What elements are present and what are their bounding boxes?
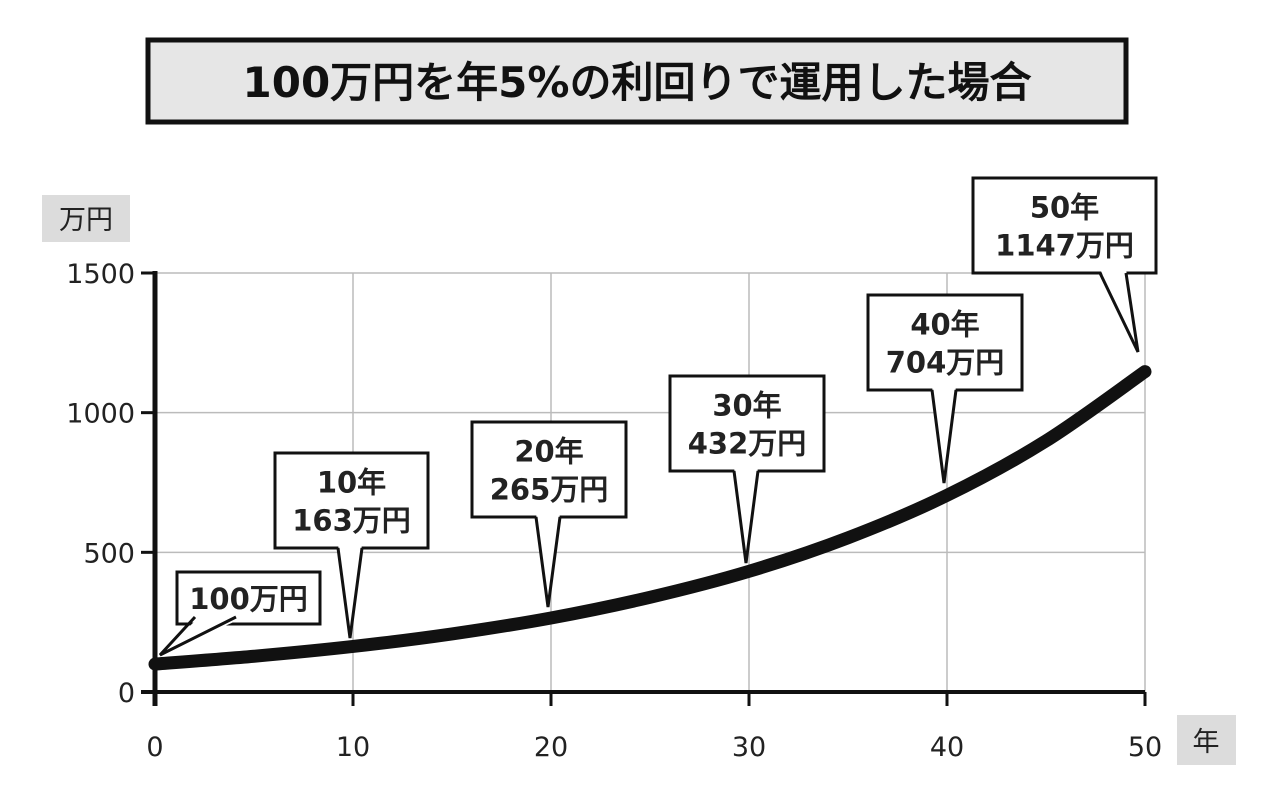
callout: 100万円 [158, 570, 322, 657]
axes [141, 271, 1147, 706]
x-tick-label: 40 [930, 732, 964, 763]
callout-label: 100万円 [189, 582, 308, 616]
callout-label: 20年 [514, 435, 583, 469]
callout-box [971, 176, 1158, 275]
callout-pointer-fill [932, 386, 956, 483]
callout-pointer [1098, 272, 1140, 353]
callout-label: 50年 [1030, 191, 1099, 225]
callout: 50年 1147万円 [971, 176, 1158, 353]
callout-box [175, 570, 322, 626]
callout-label: 30年 [712, 389, 781, 423]
chart-title: 100万円を年5%の利回りで運用した場合 [243, 58, 1032, 107]
callout: 30年 432万円 [668, 374, 826, 564]
y-tick-label: 1000 [66, 399, 135, 430]
callout-label: 704万円 [886, 346, 1005, 380]
y-unit-label-box: 万円 [42, 195, 130, 242]
y-tick-label: 1500 [66, 259, 135, 290]
callout: 40年 704万円 [866, 293, 1024, 484]
callout-box [668, 374, 826, 473]
x-unit-label-box: 年 [1177, 715, 1236, 765]
x-axis-label: 年 [1193, 727, 1220, 758]
callout-label: 265万円 [490, 473, 609, 507]
x-tick-label: 10 [336, 732, 370, 763]
callout-pointer-fill [734, 467, 758, 563]
callout-label: 432万円 [688, 427, 807, 461]
callout-pointer [534, 516, 562, 608]
series-line [148, 365, 1152, 671]
callout-pointer [732, 470, 760, 564]
callout: 20年 265万円 [470, 420, 628, 608]
callout-label: 1147万円 [995, 229, 1134, 263]
y-tick-label: 0 [118, 678, 135, 709]
callout-box [470, 420, 628, 519]
callout-label: 10年 [317, 466, 386, 500]
title-box: 100万円を年5%の利回りで運用した場合 [145, 37, 1129, 125]
callouts: 100万円10年163万円20年265万円30年432万円40年704万円50年… [158, 176, 1158, 657]
callout-pointer [336, 547, 364, 639]
x-tick-label: 50 [1128, 732, 1162, 763]
y-tick-label: 500 [83, 538, 135, 569]
x-tick-label: 20 [534, 732, 568, 763]
callout-pointer [158, 615, 237, 657]
series [148, 365, 1152, 671]
callout: 10年 163万円 [273, 451, 430, 639]
callout-label: 163万円 [292, 504, 411, 538]
callout-pointer-fill [536, 513, 560, 607]
callout-pointer-fill [338, 544, 362, 638]
x-tick-label: 0 [146, 732, 163, 763]
callout-box [273, 451, 430, 550]
y-axis-label: 万円 [59, 205, 113, 236]
x-tick-label: 30 [732, 732, 766, 763]
callout-label: 40年 [910, 308, 979, 342]
callout-pointer [930, 389, 958, 484]
